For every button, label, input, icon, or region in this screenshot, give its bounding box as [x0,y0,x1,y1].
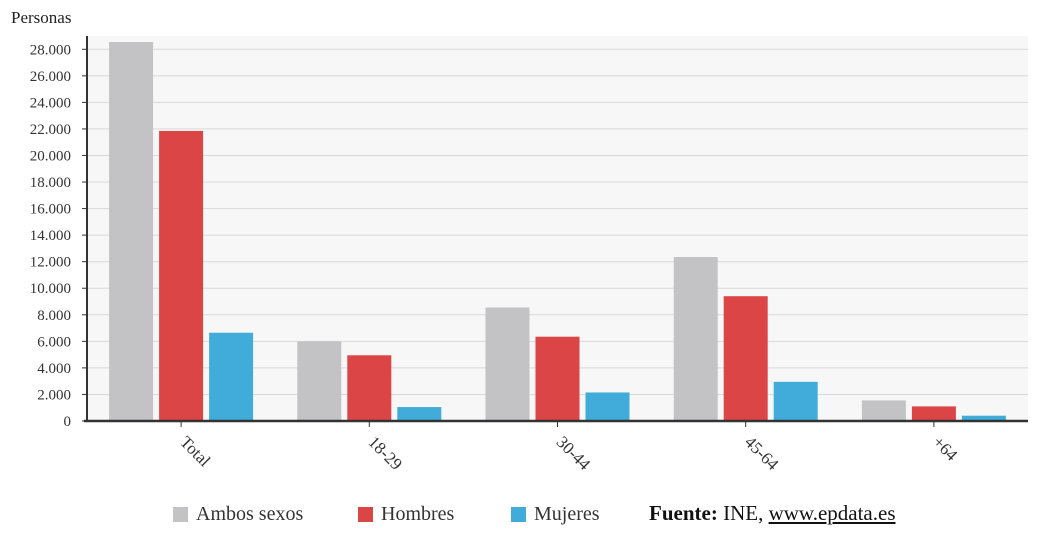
y-tick-label: 26.000 [30,69,71,85]
y-tick-label: 22.000 [30,122,71,138]
legend-label: Hombres [381,503,455,525]
bar [723,296,768,421]
legend-item-ambos-sexos[interactable]: Ambos sexos [173,503,303,526]
bar [961,415,1006,421]
y-tick-label: 16.000 [30,202,71,218]
y-tick-label: 14.000 [30,228,71,244]
y-tick-label: 0 [64,414,72,430]
y-tick-label: 24.000 [30,95,71,111]
bar [297,341,342,421]
y-tick-label: 12.000 [30,255,71,271]
legend-label: Ambos sexos [196,503,304,525]
x-tick-label: 30-44 [553,432,595,474]
y-tick-label: 18.000 [30,175,71,191]
bar [861,400,906,421]
source-label: Fuente: [649,501,718,525]
legend-item-hombres[interactable]: Hombres [358,503,454,526]
legend-label: Mujeres [534,503,600,525]
y-axis-title: Personas [11,8,72,27]
bar [673,257,718,421]
bar [159,130,204,421]
x-tick-label: 45-64 [741,432,783,474]
bar [397,407,442,421]
y-tick-label: 4.000 [37,361,71,377]
y-tick-label: 28.000 [30,42,71,58]
bar [911,406,956,421]
bar [485,307,530,421]
y-tick-label: 10.000 [30,281,71,297]
bar [209,332,254,421]
bar [585,392,630,421]
source-link[interactable]: www.epdata.es [768,501,896,525]
source-note: Fuente: INE, www.epdata.es [649,501,896,526]
y-tick-label: 6.000 [37,334,71,350]
legend-swatch-ambos-sexos [173,507,188,522]
source-text: INE, [717,501,769,525]
y-tick-label: 2.000 [37,387,71,403]
x-tick-label: 18-29 [364,432,405,473]
bar [109,41,154,422]
bar [347,355,392,421]
x-tick-label: Total [176,432,214,470]
legend-swatch-mujeres [511,507,526,522]
bar [773,381,818,421]
x-tick-label: +64 [929,432,962,465]
legend-item-mujeres[interactable]: Mujeres [511,503,600,526]
y-tick-label: 20.000 [30,148,71,164]
legend-swatch-hombres [358,507,373,522]
bar [535,336,580,421]
y-tick-label: 8.000 [37,308,71,324]
legend: Ambos sexos Hombres Mujeres [0,503,1058,527]
plot-area: 0 2.000 4.000 6.000 8.000 10.000 12.000 14.000 1… [30,36,1028,474]
